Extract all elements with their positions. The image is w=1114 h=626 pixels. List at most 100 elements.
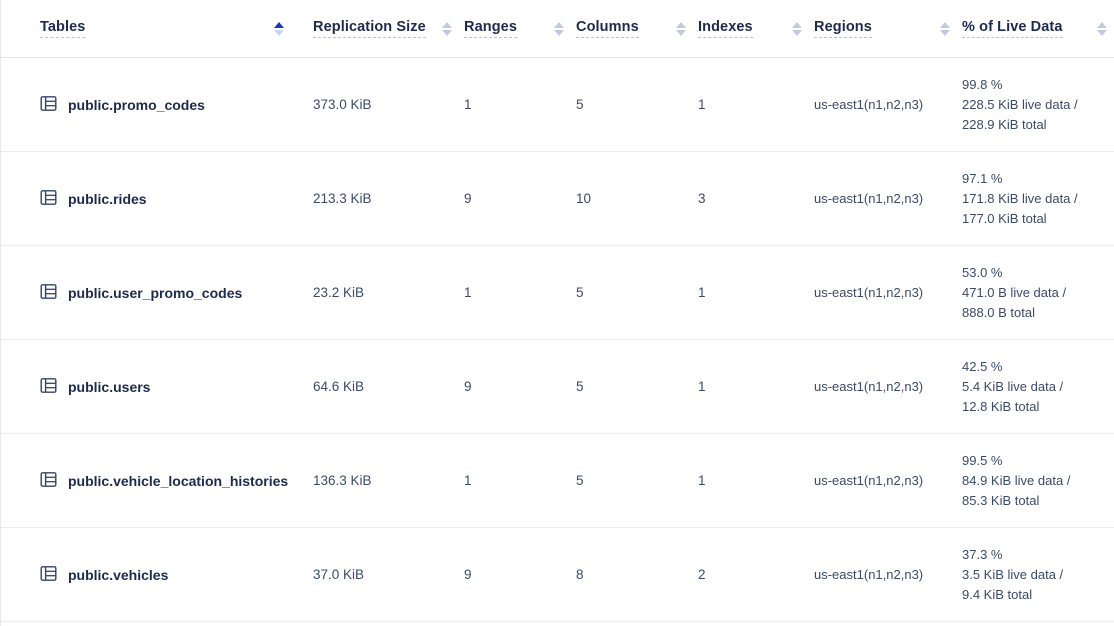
live-data-total: 85.3 KiB total: [962, 493, 1040, 508]
table-icon: [40, 377, 57, 397]
cell-regions: us-east1(n1,n2,n3): [814, 473, 924, 488]
sort-ascending-icon: [676, 21, 686, 28]
live-data-total: 12.8 KiB total: [962, 399, 1040, 414]
cell-table-name: public.user_promo_codes: [1, 246, 296, 340]
column-header-replication-size[interactable]: Replication Size: [296, 0, 464, 58]
sort-toggle-indexes[interactable]: [792, 21, 802, 36]
cell-columns: 5: [576, 285, 584, 300]
cell-live-data: 42.5 % 5.4 KiB live data / 12.8 KiB tota…: [962, 340, 1114, 434]
column-header-label-indexes: Indexes: [698, 19, 753, 38]
sort-ascending-icon: [442, 21, 452, 28]
column-header-label-columns: Columns: [576, 19, 639, 38]
cell-live-data: 37.3 % 3.5 KiB live data / 9.4 KiB total: [962, 528, 1114, 622]
cell-indexes: 1: [698, 379, 706, 394]
cell-table-name: public.vehicle_location_histories: [1, 434, 296, 528]
cell-ranges: 1: [464, 473, 472, 488]
cell-indexes: 1: [698, 97, 706, 112]
cell-ranges: 9: [464, 191, 472, 206]
column-header-regions[interactable]: Regions: [814, 0, 962, 58]
column-header-ranges[interactable]: Ranges: [464, 0, 576, 58]
cell-replication-size: 37.0 KiB: [313, 567, 365, 582]
sort-descending-icon: [442, 29, 452, 36]
sort-ascending-icon: [792, 21, 802, 28]
column-header-live-data[interactable]: % of Live Data: [962, 0, 1114, 58]
sort-toggle-live-data[interactable]: [1097, 21, 1107, 36]
table-row[interactable]: public.user_promo_codes 23.2 KiB 1 5 1 u…: [1, 246, 1114, 340]
sort-toggle-tables[interactable]: [274, 21, 284, 36]
cell-indexes: 1: [698, 285, 706, 300]
table-icon: [40, 95, 57, 115]
live-data-amount: 228.5 KiB live data /: [962, 97, 1078, 112]
cell-live-data: 99.5 % 84.9 KiB live data / 85.3 KiB tot…: [962, 434, 1114, 528]
cell-indexes: 1: [698, 473, 706, 488]
cell-table-name: public.users: [1, 340, 296, 434]
sort-ascending-icon: [940, 21, 950, 28]
sort-descending-icon: [1097, 29, 1107, 36]
table-body: public.promo_codes 373.0 KiB 1 5 1 us-ea…: [1, 58, 1114, 622]
sort-ascending-icon: [274, 21, 284, 28]
table-name-label[interactable]: public.vehicle_location_histories: [68, 472, 289, 489]
cell-replication-size: 23.2 KiB: [313, 285, 365, 300]
table-row[interactable]: public.rides 213.3 KiB 9 10 3 us-east1(n…: [1, 152, 1114, 246]
cell-ranges: 1: [464, 97, 472, 112]
table-icon: [40, 471, 57, 491]
cell-indexes: 3: [698, 191, 706, 206]
cell-columns: 5: [576, 379, 584, 394]
cell-replication-size: 373.0 KiB: [313, 97, 372, 112]
live-data-percent: 53.0 %: [962, 265, 1003, 280]
column-header-label-ranges: Ranges: [464, 19, 517, 38]
sort-ascending-icon: [554, 21, 564, 28]
column-header-label-replication-size: Replication Size: [313, 19, 426, 38]
live-data-amount: 5.4 KiB live data /: [962, 379, 1064, 394]
cell-table-name: public.rides: [1, 152, 296, 246]
cell-live-data: 53.0 % 471.0 B live data / 888.0 B total: [962, 246, 1114, 340]
table-row[interactable]: public.promo_codes 373.0 KiB 1 5 1 us-ea…: [1, 58, 1114, 152]
sort-descending-icon: [940, 29, 950, 36]
column-header-label-live-data: % of Live Data: [962, 19, 1063, 38]
live-data-amount: 84.9 KiB live data /: [962, 473, 1071, 488]
sort-toggle-replication-size[interactable]: [442, 21, 452, 36]
sort-toggle-columns[interactable]: [676, 21, 686, 36]
sort-toggle-regions[interactable]: [940, 21, 950, 36]
sort-descending-icon: [676, 29, 686, 36]
column-header-label-tables: Tables: [40, 19, 86, 38]
live-data-total: 9.4 KiB total: [962, 587, 1033, 602]
table-name-label[interactable]: public.user_promo_codes: [68, 284, 243, 301]
header-row: Tables Replication Size: [1, 0, 1114, 58]
cell-table-name: public.promo_codes: [1, 58, 296, 152]
table-row[interactable]: public.vehicles 37.0 KiB 9 8 2 us-east1(…: [1, 528, 1114, 622]
table-name-label[interactable]: public.vehicles: [68, 566, 169, 583]
table-row[interactable]: public.vehicle_location_histories 136.3 …: [1, 434, 1114, 528]
cell-replication-size: 64.6 KiB: [313, 379, 365, 394]
cell-regions: us-east1(n1,n2,n3): [814, 97, 924, 112]
cell-columns: 8: [576, 567, 584, 582]
table-icon: [40, 189, 57, 209]
table-header: Tables Replication Size: [1, 0, 1114, 58]
live-data-percent: 99.5 %: [962, 453, 1003, 468]
table-name-label[interactable]: public.users: [68, 378, 151, 395]
table-name-label[interactable]: public.rides: [68, 190, 147, 207]
live-data-amount: 3.5 KiB live data /: [962, 567, 1064, 582]
cell-regions: us-east1(n1,n2,n3): [814, 191, 924, 206]
live-data-total: 228.9 KiB total: [962, 117, 1047, 132]
table-icon: [40, 565, 57, 585]
live-data-percent: 99.8 %: [962, 77, 1003, 92]
column-header-indexes[interactable]: Indexes: [698, 0, 814, 58]
cell-regions: us-east1(n1,n2,n3): [814, 379, 924, 394]
sort-ascending-icon: [1097, 21, 1107, 28]
live-data-total: 888.0 B total: [962, 305, 1035, 320]
table-row[interactable]: public.users 64.6 KiB 9 5 1 us-east1(n1,…: [1, 340, 1114, 434]
table-name-label[interactable]: public.promo_codes: [68, 96, 205, 113]
cell-regions: us-east1(n1,n2,n3): [814, 567, 924, 582]
cell-table-name: public.vehicles: [1, 528, 296, 622]
cell-columns: 10: [576, 191, 592, 206]
column-header-tables[interactable]: Tables: [1, 0, 296, 58]
column-header-columns[interactable]: Columns: [576, 0, 698, 58]
sort-descending-icon: [792, 29, 802, 36]
cell-replication-size: 213.3 KiB: [313, 191, 372, 206]
cell-live-data: 99.8 % 228.5 KiB live data / 228.9 KiB t…: [962, 58, 1114, 152]
sort-toggle-ranges[interactable]: [554, 21, 564, 36]
live-data-percent: 37.3 %: [962, 547, 1003, 562]
